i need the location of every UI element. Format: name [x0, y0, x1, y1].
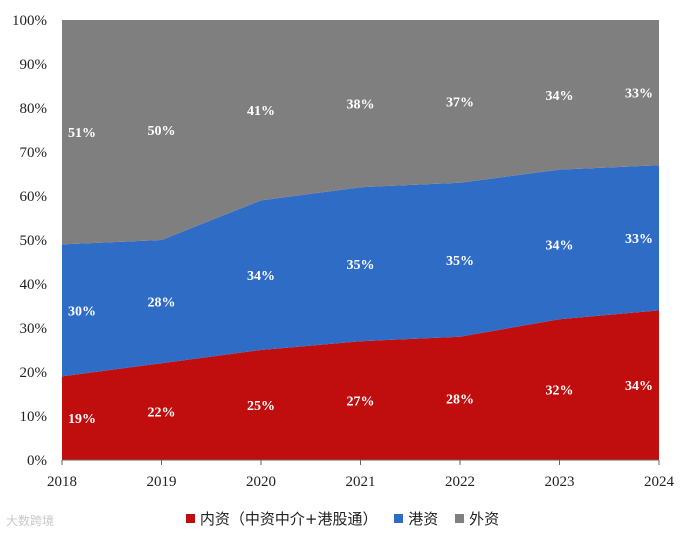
- data-label-hk: 34%: [247, 269, 275, 284]
- legend-label-foreign: 外资: [469, 510, 500, 528]
- y-tick-label: 60%: [20, 189, 48, 205]
- legend-swatch-foreign: [455, 514, 465, 523]
- data-label-foreign: 37%: [446, 95, 474, 110]
- watermark-text: 大数跨境: [6, 514, 55, 528]
- data-label-hk: 35%: [347, 258, 375, 273]
- area-foreign: [62, 20, 659, 245]
- y-tick-label: 40%: [20, 277, 48, 293]
- watermark-logo: 大数跨境: [6, 512, 54, 529]
- legend-item-hk: 港资: [394, 508, 438, 529]
- y-tick-label: 10%: [20, 409, 48, 425]
- legend-label-hk: 港资: [408, 510, 439, 528]
- area-layer: [62, 20, 659, 460]
- x-tick-label: 2019: [147, 474, 177, 490]
- data-label-foreign: 33%: [625, 87, 653, 102]
- data-label-hk: 35%: [446, 254, 474, 269]
- data-label-foreign: 51%: [68, 126, 96, 141]
- y-tick-label: 30%: [20, 321, 48, 337]
- data-label-hk: 33%: [625, 232, 653, 247]
- y-tick-label: 80%: [20, 101, 48, 117]
- area-domestic: [62, 310, 659, 460]
- legend-item-domestic: 内资（中资中介+港股通）: [185, 508, 378, 529]
- data-label-domestic: 28%: [446, 392, 474, 407]
- legend: 内资（中资中介+港股通） 港资 外资: [0, 508, 685, 529]
- data-label-domestic: 25%: [247, 399, 275, 414]
- data-label-foreign: 38%: [347, 98, 375, 113]
- data-label-hk: 34%: [546, 238, 574, 253]
- data-label-layer: 19% 22% 25% 27% 28% 32% 34% 30% 28% 34% 35% 35% 34% 3…: [68, 87, 653, 428]
- x-tick-label: 2020: [246, 474, 276, 490]
- x-tick-label: 2021: [346, 474, 376, 490]
- data-label-domestic: 19%: [68, 412, 96, 427]
- y-tick-label: 50%: [20, 233, 48, 249]
- y-tick-label: 100%: [12, 13, 47, 29]
- data-label-foreign: 34%: [546, 89, 574, 104]
- data-label-domestic: 32%: [546, 384, 574, 399]
- data-label-domestic: 34%: [625, 379, 653, 394]
- y-tick-label: 0%: [27, 453, 47, 469]
- data-label-domestic: 27%: [347, 395, 375, 410]
- legend-swatch-hk: [394, 514, 404, 523]
- x-tick-label: 2022: [445, 474, 475, 490]
- legend-item-foreign: 外资: [455, 508, 499, 529]
- x-tick-label: 2018: [47, 474, 77, 490]
- area-hk: [62, 165, 659, 377]
- y-tick-label: 70%: [20, 145, 48, 161]
- data-label-foreign: 50%: [148, 124, 176, 139]
- y-tick-label: 90%: [20, 57, 48, 73]
- data-label-hk: 30%: [68, 304, 96, 319]
- x-tick-label: 2024: [644, 474, 675, 490]
- legend-label-domestic: 内资（中资中介+港股通）: [199, 510, 378, 528]
- legend-swatch-domestic: [185, 514, 195, 523]
- x-tick-label: 2023: [545, 474, 575, 490]
- data-label-hk: 28%: [148, 296, 176, 311]
- data-label-domestic: 22%: [148, 406, 176, 421]
- y-tick-label: 20%: [20, 365, 48, 381]
- axes-layer: 0% 10% 20% 30% 40% 50% 60% 70% 80% 90% 100% 2018 201…: [12, 13, 675, 490]
- data-label-foreign: 41%: [247, 104, 275, 119]
